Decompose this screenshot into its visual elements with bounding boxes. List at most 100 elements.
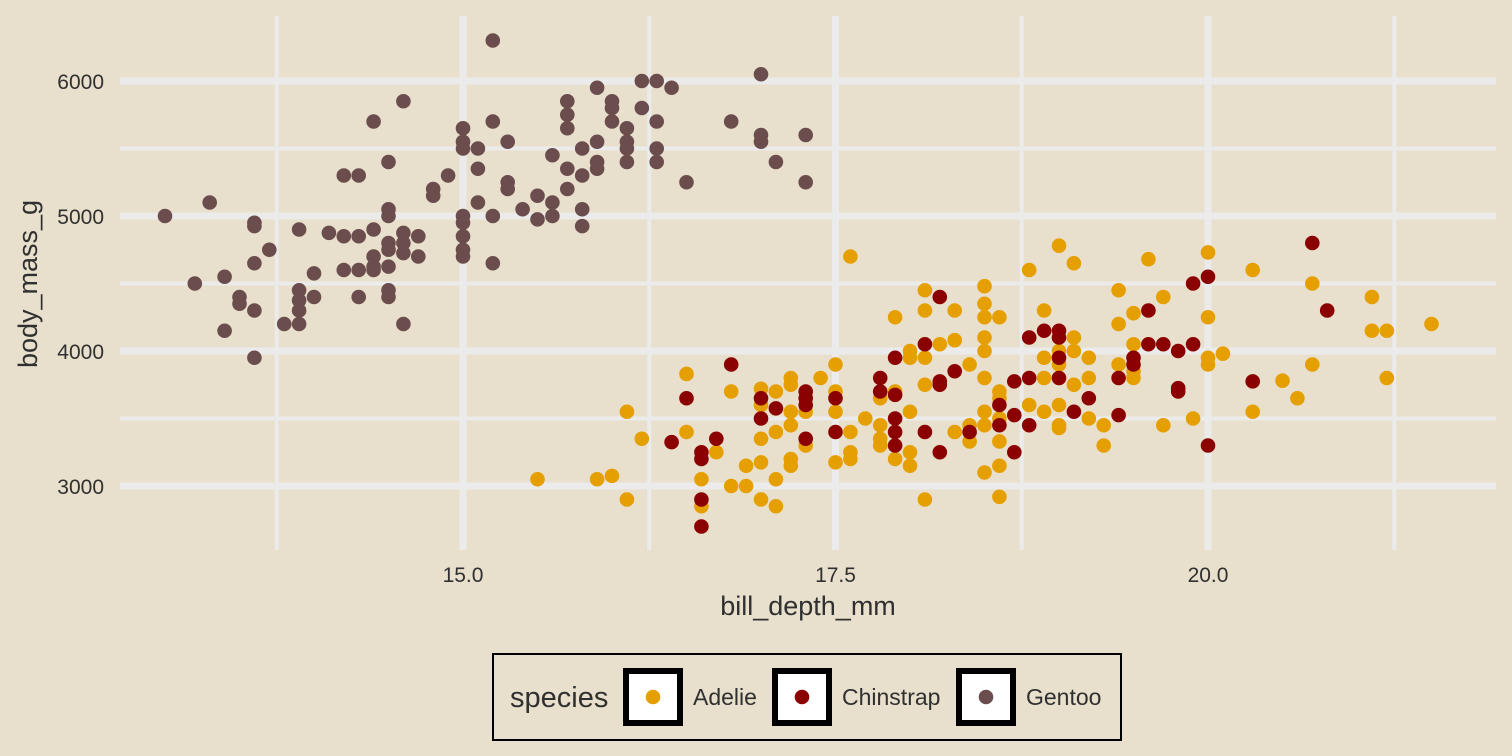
data-point — [947, 303, 962, 318]
data-point — [589, 134, 605, 150]
data-point — [470, 195, 486, 210]
data-point — [798, 174, 813, 190]
data-point — [589, 80, 605, 96]
data-point — [902, 404, 918, 420]
data-point — [992, 434, 1007, 449]
data-point — [604, 100, 620, 116]
data-point — [977, 370, 992, 386]
data-point — [530, 188, 545, 204]
data-point — [1215, 346, 1231, 362]
data-point — [917, 336, 933, 352]
data-point — [783, 417, 799, 433]
data-point — [887, 411, 903, 426]
data-point — [1185, 276, 1201, 291]
y-axis-ticks: 3000 4000 5000 6000 — [57, 71, 104, 499]
data-point — [1141, 251, 1156, 267]
data-point — [396, 316, 411, 332]
data-point — [798, 431, 813, 447]
data-point — [351, 289, 367, 305]
data-point — [664, 80, 679, 96]
data-point — [917, 377, 933, 393]
legend-label-adelie: Adelie — [693, 684, 757, 710]
data-point — [619, 154, 635, 170]
data-point — [1096, 417, 1111, 433]
data-point — [411, 249, 426, 264]
data-point — [828, 424, 843, 440]
data-point — [679, 366, 694, 382]
data-point — [291, 282, 307, 298]
data-point — [1066, 404, 1082, 420]
data-point — [977, 309, 992, 325]
data-point — [440, 168, 456, 183]
legend-key-gentoo — [978, 689, 994, 705]
data-point — [783, 458, 799, 474]
data-point — [709, 444, 724, 460]
data-point — [1305, 235, 1320, 251]
data-point — [828, 455, 843, 470]
data-point — [366, 222, 381, 237]
data-point — [366, 259, 381, 274]
x-tick-label: 20.0 — [1188, 564, 1229, 587]
data-point — [485, 255, 501, 271]
data-point — [1036, 404, 1052, 420]
data-point — [872, 370, 888, 386]
x-axis-ticks: 15.0 17.5 20.0 — [443, 564, 1229, 587]
data-point — [843, 451, 858, 467]
data-point — [1066, 343, 1082, 359]
data-point — [455, 120, 471, 136]
data-point — [619, 120, 635, 136]
data-point — [396, 93, 411, 109]
data-point — [425, 188, 441, 204]
data-point — [1096, 438, 1111, 453]
data-point — [574, 141, 590, 156]
data-point — [1036, 370, 1052, 386]
data-point — [1141, 336, 1156, 352]
data-point — [753, 390, 769, 406]
data-point — [887, 309, 903, 325]
data-point — [694, 519, 709, 534]
data-point — [932, 377, 948, 393]
data-point — [1126, 357, 1141, 372]
data-point — [455, 141, 471, 156]
data-point — [887, 438, 903, 453]
data-point — [604, 468, 620, 484]
legend-label-chinstrap: Chinstrap — [842, 684, 940, 710]
data-point — [589, 471, 605, 487]
data-point — [1021, 330, 1037, 345]
data-point — [1066, 255, 1082, 271]
data-point — [1141, 303, 1156, 318]
data-point — [932, 444, 948, 460]
data-point — [530, 471, 545, 487]
data-point — [1051, 330, 1067, 345]
data-point — [858, 411, 873, 426]
data-point — [753, 455, 769, 470]
data-point — [1081, 390, 1097, 406]
data-point — [932, 289, 948, 305]
data-point — [306, 266, 322, 281]
data-point — [276, 316, 292, 332]
data-point — [589, 161, 605, 177]
data-point — [649, 114, 664, 129]
data-point — [1185, 336, 1201, 352]
data-point — [992, 489, 1007, 505]
data-point — [560, 181, 575, 197]
data-point — [1021, 417, 1037, 433]
data-point — [574, 218, 590, 234]
data-point — [723, 114, 739, 129]
data-point — [247, 303, 262, 318]
data-point — [977, 343, 992, 359]
data-point — [977, 278, 992, 294]
data-point — [515, 201, 530, 217]
x-tick-label: 15.0 — [443, 564, 484, 587]
data-point — [381, 259, 396, 274]
data-point — [455, 215, 471, 231]
data-point — [1111, 370, 1126, 386]
data-point — [470, 141, 486, 156]
data-point — [1081, 350, 1097, 366]
data-point — [1364, 323, 1380, 339]
data-point — [574, 168, 590, 183]
data-point — [828, 390, 843, 406]
data-point — [560, 161, 575, 177]
data-point — [679, 174, 694, 190]
